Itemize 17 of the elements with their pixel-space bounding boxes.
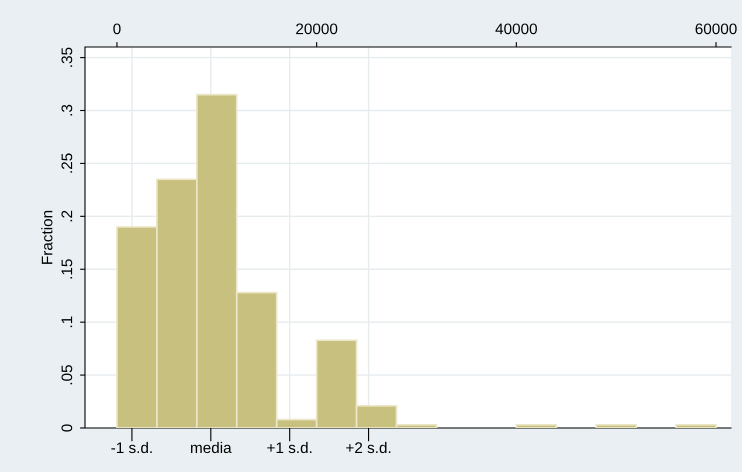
x-tick-label: 60000 [696, 23, 737, 34]
y-tick-label: .3 [61, 104, 72, 116]
y-tick-label: .15 [62, 259, 72, 278]
y-axis-title: Fraction [41, 210, 52, 264]
ref-line-label: -1 s.d. [111, 442, 152, 454]
ref-line-label: +1 s.d. [267, 442, 312, 454]
y-tick-label: 0 [61, 424, 72, 432]
x-tick-label: 20000 [296, 23, 338, 34]
y-tick-label: .2 [61, 210, 72, 222]
ref-line-label: +2 s.d. [346, 442, 390, 454]
ref-line-label: media [191, 442, 232, 454]
x-tick-label: 0 [113, 23, 121, 34]
y-tick-label: .35 [61, 48, 72, 67]
y-tick-label: .05 [61, 365, 72, 384]
y-tick-label: .25 [61, 153, 72, 173]
y-tick-label: .1 [62, 316, 72, 328]
x-tick-label: 40000 [495, 23, 537, 34]
